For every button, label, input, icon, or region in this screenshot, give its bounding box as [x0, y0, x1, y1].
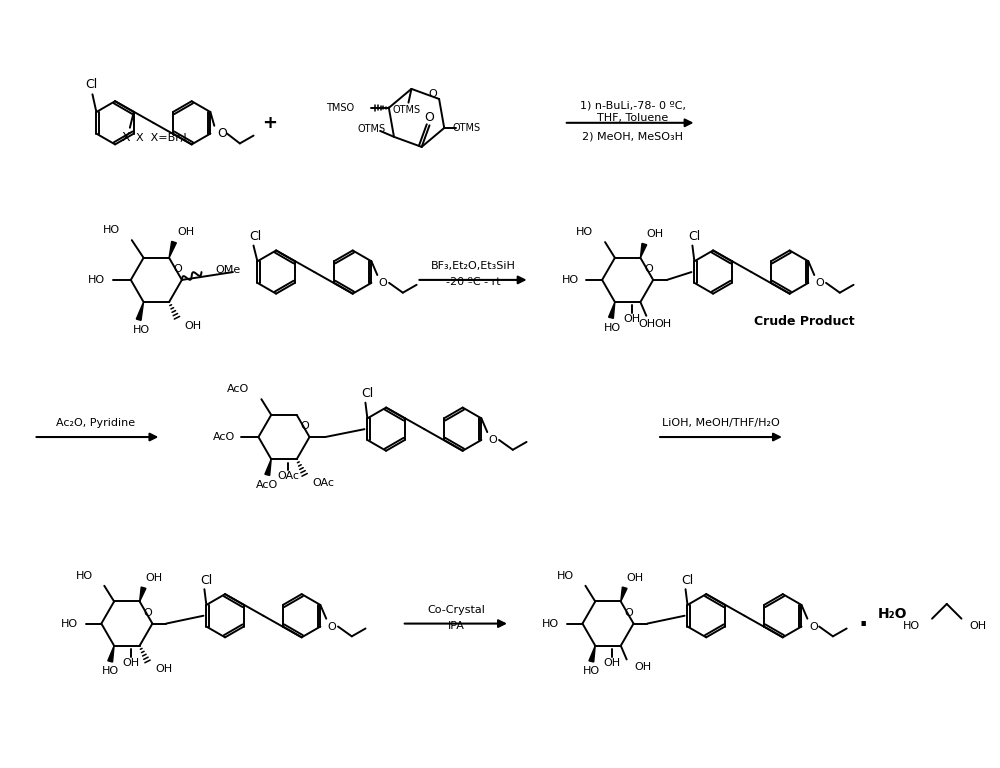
Text: HO: HO — [61, 618, 78, 628]
Text: O: O — [489, 435, 498, 445]
Text: OH: OH — [603, 658, 621, 668]
Text: AcO: AcO — [227, 385, 250, 395]
Text: Cl: Cl — [249, 230, 262, 243]
Text: OTMS: OTMS — [452, 123, 480, 133]
Text: OH: OH — [122, 658, 139, 668]
Text: Cl: Cl — [361, 387, 374, 400]
Text: OH: OH — [155, 664, 172, 674]
Text: HO: HO — [542, 618, 559, 628]
Polygon shape — [108, 646, 114, 662]
Text: O: O — [217, 127, 227, 140]
Polygon shape — [169, 241, 176, 258]
Text: X: X — [122, 131, 130, 144]
Text: 1) n-BuLi,-78- 0 ºC,: 1) n-BuLi,-78- 0 ºC, — [580, 100, 686, 110]
Text: O: O — [809, 621, 818, 631]
Text: OTMS: OTMS — [392, 105, 421, 115]
Text: .: . — [859, 607, 868, 631]
Text: Cl: Cl — [85, 78, 98, 91]
Text: O: O — [625, 607, 633, 617]
Text: HO: HO — [103, 225, 120, 235]
Polygon shape — [589, 646, 595, 662]
Text: -20 ºC - rt: -20 ºC - rt — [446, 277, 501, 287]
Text: OH: OH — [185, 320, 202, 330]
Text: TMSO: TMSO — [326, 103, 354, 113]
Text: Cl: Cl — [688, 230, 700, 243]
Text: OH: OH — [638, 319, 656, 329]
Text: BF₃,Et₂O,Et₃SiH: BF₃,Et₂O,Et₃SiH — [431, 261, 516, 271]
Text: O: O — [429, 89, 437, 99]
Polygon shape — [609, 302, 615, 318]
Text: 2) MeOH, MeSO₃H: 2) MeOH, MeSO₃H — [582, 131, 683, 141]
Polygon shape — [136, 302, 144, 320]
Text: OH: OH — [177, 227, 194, 237]
Text: O: O — [328, 621, 337, 631]
Text: Cl: Cl — [681, 574, 694, 587]
Text: AcO: AcO — [256, 480, 278, 490]
Text: HO: HO — [583, 666, 600, 677]
Text: HO: HO — [102, 666, 119, 677]
Text: O: O — [144, 607, 152, 617]
Text: OAc: OAc — [277, 472, 299, 482]
Text: OH: OH — [969, 621, 986, 631]
Text: OH: OH — [654, 319, 671, 329]
Polygon shape — [140, 587, 146, 601]
Polygon shape — [621, 587, 627, 601]
Text: OH: OH — [146, 573, 163, 583]
Text: HO: HO — [88, 275, 105, 285]
Text: Co-Crystal: Co-Crystal — [427, 605, 485, 615]
Text: Ac₂O, Pyridine: Ac₂O, Pyridine — [56, 419, 135, 429]
Text: THF, Toluene: THF, Toluene — [597, 113, 668, 123]
Polygon shape — [640, 243, 647, 258]
Text: LiOH, MeOH/THF/H₂O: LiOH, MeOH/THF/H₂O — [662, 419, 780, 429]
Text: OMe: OMe — [215, 265, 240, 275]
Text: OH: OH — [623, 314, 640, 324]
Text: Crude Product: Crude Product — [754, 315, 855, 328]
Polygon shape — [265, 459, 271, 475]
Text: IPA: IPA — [447, 621, 464, 631]
Text: X  X=Br,I: X X=Br,I — [136, 133, 187, 143]
Text: HO: HO — [561, 275, 579, 285]
Text: HO: HO — [133, 325, 150, 335]
Text: AcO: AcO — [213, 432, 235, 442]
Text: HO: HO — [576, 227, 593, 237]
Text: OAc: OAc — [312, 478, 334, 488]
Text: OH: OH — [635, 662, 652, 672]
Text: O: O — [301, 421, 309, 431]
Text: OH: OH — [627, 573, 644, 583]
Text: OH: OH — [646, 229, 663, 240]
Text: H₂O: H₂O — [878, 607, 908, 621]
Text: HO: HO — [903, 621, 920, 631]
Text: +: + — [262, 114, 277, 132]
Text: O: O — [173, 264, 182, 274]
Text: O: O — [816, 278, 825, 288]
Text: OTMS: OTMS — [358, 124, 386, 134]
Text: HO: HO — [604, 323, 621, 333]
Text: O: O — [644, 264, 653, 274]
Text: HO: HO — [557, 571, 574, 581]
Text: O: O — [379, 278, 388, 288]
Text: Cl: Cl — [200, 574, 212, 587]
Text: HO: HO — [75, 571, 93, 581]
Text: O: O — [425, 111, 434, 124]
